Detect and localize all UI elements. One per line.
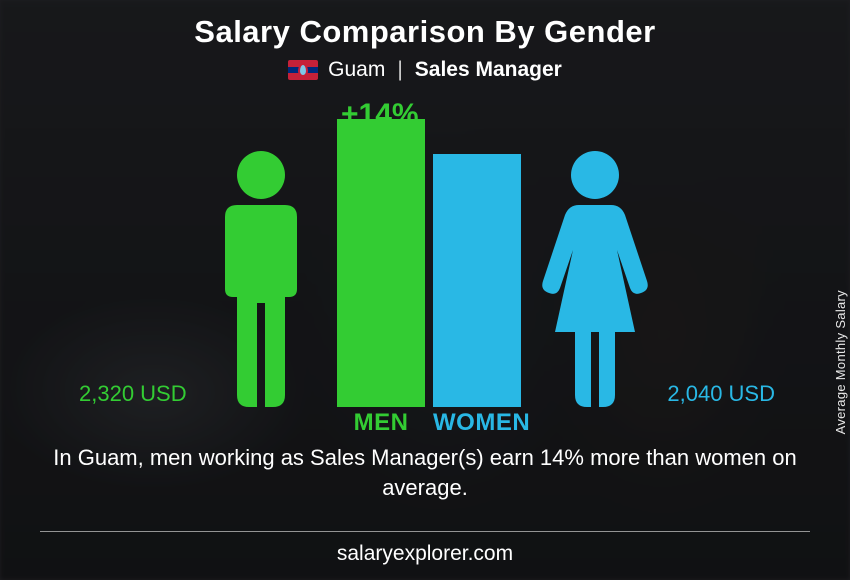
caption-text: In Guam, men working as Sales Manager(s)… [45, 443, 805, 502]
y-axis-label: Average Monthly Salary [833, 290, 848, 434]
chart-area: +14% 2,320 USD 2,040 USD MEN WOMEN [105, 92, 745, 437]
bar-men [337, 119, 425, 407]
footer-source: salaryexplorer.com [0, 542, 850, 566]
location-label: Guam [328, 58, 385, 82]
job-title-label: Sales Manager [415, 58, 562, 82]
separator-pipe: | [397, 58, 402, 82]
female-figure-icon [535, 147, 655, 407]
cat-label-women: WOMEN [433, 409, 521, 437]
guam-flag-icon [288, 60, 318, 80]
salary-men: 2,320 USD [79, 381, 187, 407]
subtitle-row: Guam | Sales Manager [288, 58, 562, 82]
bar-women [433, 154, 521, 407]
salary-women: 2,040 USD [667, 381, 775, 407]
content-container: Salary Comparison By Gender Guam | Sales… [0, 0, 850, 580]
male-figure-icon [201, 147, 321, 407]
page-title: Salary Comparison By Gender [194, 14, 655, 50]
cat-label-men: MEN [337, 409, 425, 437]
footer-divider [40, 531, 810, 532]
